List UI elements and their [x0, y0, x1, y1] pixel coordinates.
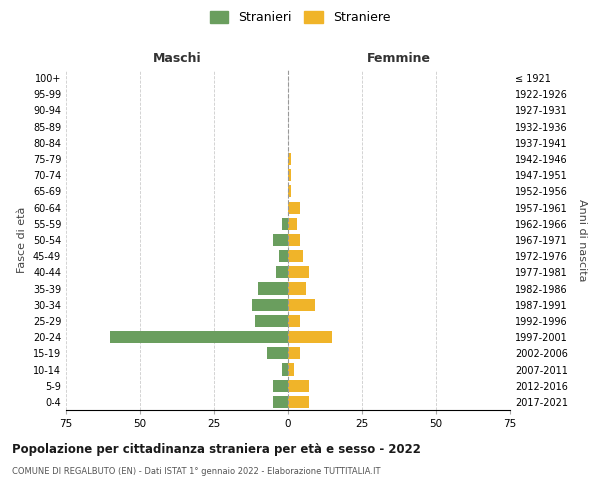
Bar	[282, 364, 288, 376]
Bar	[288, 218, 297, 230]
Bar	[273, 396, 288, 408]
Bar	[288, 364, 294, 376]
Y-axis label: Anni di nascita: Anni di nascita	[577, 198, 587, 281]
Text: Maschi: Maschi	[152, 52, 202, 65]
Bar	[288, 315, 300, 327]
Bar	[256, 315, 288, 327]
Legend: Stranieri, Straniere: Stranieri, Straniere	[209, 11, 391, 24]
Bar	[288, 266, 309, 278]
Bar	[288, 250, 303, 262]
Y-axis label: Fasce di età: Fasce di età	[17, 207, 27, 273]
Bar	[259, 282, 288, 294]
Bar	[288, 282, 306, 294]
Bar	[253, 298, 288, 311]
Bar	[288, 234, 300, 246]
Bar	[288, 202, 300, 213]
Bar	[279, 250, 288, 262]
Bar	[288, 331, 332, 343]
Bar	[282, 218, 288, 230]
Bar	[273, 380, 288, 392]
Text: COMUNE DI REGALBUTO (EN) - Dati ISTAT 1° gennaio 2022 - Elaborazione TUTTITALIA.: COMUNE DI REGALBUTO (EN) - Dati ISTAT 1°…	[12, 468, 380, 476]
Bar	[288, 186, 291, 198]
Bar	[110, 331, 288, 343]
Text: Femmine: Femmine	[367, 52, 431, 65]
Bar	[267, 348, 288, 360]
Bar	[288, 396, 309, 408]
Bar	[288, 380, 309, 392]
Bar	[288, 348, 300, 360]
Bar	[273, 234, 288, 246]
Bar	[288, 153, 291, 165]
Bar	[288, 298, 314, 311]
Text: Popolazione per cittadinanza straniera per età e sesso - 2022: Popolazione per cittadinanza straniera p…	[12, 442, 421, 456]
Bar	[288, 169, 291, 181]
Bar	[276, 266, 288, 278]
